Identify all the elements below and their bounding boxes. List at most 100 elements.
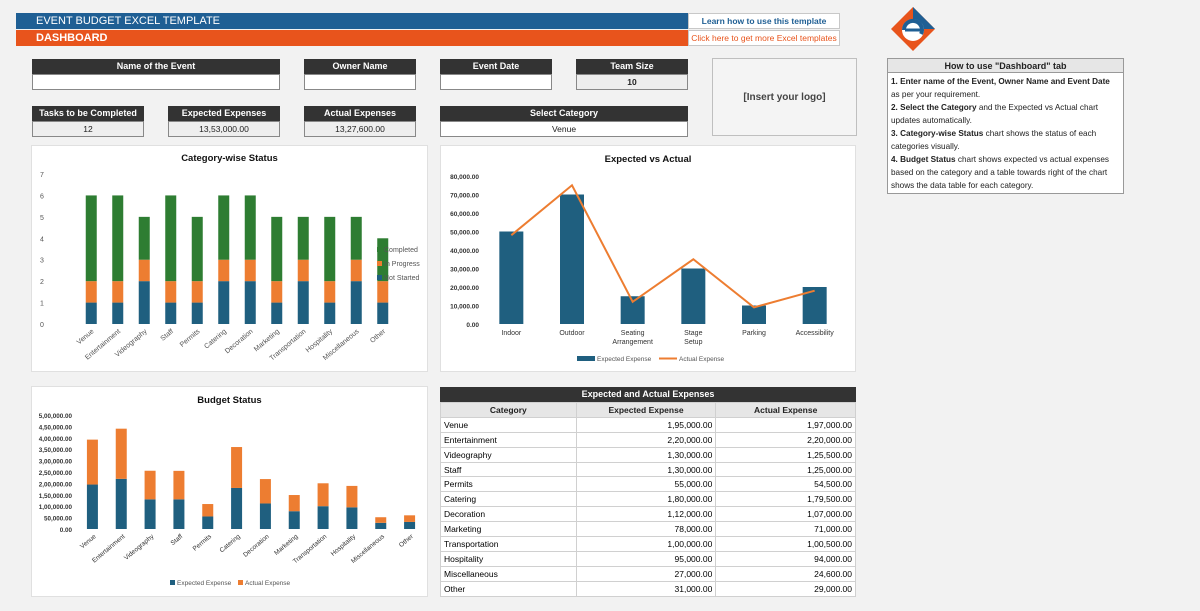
event-name-label: Name of the Event <box>32 59 280 74</box>
actual-cell: 54,500.00 <box>715 476 856 493</box>
budget-status-chart: Budget Status 0.00 50,000.00 1,00,000.00 1,… <box>31 386 428 597</box>
y-tick-label: 60,000.00 <box>450 211 479 218</box>
expected-bar-segment <box>86 484 98 529</box>
table-row: Marketing 78,000.00 71,000.00 <box>440 521 856 538</box>
y-tick-label: 50,000.00 <box>44 516 73 523</box>
table-row: Staff 1,30,000.00 1,25,000.00 <box>440 461 856 478</box>
howto-step-bold: 3. Category-wise Status <box>891 129 984 138</box>
tasks-field: Tasks to be Completed 12 <box>32 106 144 137</box>
status-bar-segment <box>244 259 256 282</box>
learn-template-link[interactable]: Learn how to use this template <box>688 13 840 29</box>
status-bar-segment <box>324 302 336 324</box>
category-cell: Other <box>440 580 577 597</box>
legend-label: Actual Expense <box>679 356 725 363</box>
status-bar-segment <box>350 216 362 260</box>
expected-bar-segment <box>404 521 416 529</box>
actual-bar-segment <box>231 447 243 488</box>
howto-step-bold: 4. Budget Status <box>891 155 956 164</box>
actual-cell: 1,25,000.00 <box>715 461 856 478</box>
expected-cell: 27,000.00 <box>575 565 717 582</box>
status-bar-segment <box>377 238 389 282</box>
team-size-label: Team Size <box>576 59 688 74</box>
category-cell: Hospitality <box>440 550 577 567</box>
category-cell: Transportation <box>440 536 577 552</box>
actual-cell: 2,20,000.00 <box>715 431 856 448</box>
more-templates-link[interactable]: Click here to get more Excel templates <box>688 30 840 46</box>
category-cell: Miscellaneous <box>440 565 577 582</box>
y-tick-label: 3 <box>40 258 44 265</box>
actual-bar-segment <box>346 485 358 508</box>
table-row: Venue 1,95,000.00 1,97,000.00 <box>440 416 856 433</box>
y-tick-label: 10,000.00 <box>450 304 479 311</box>
y-tick-label: 0.00 <box>60 527 73 534</box>
legend-swatch <box>377 275 382 280</box>
expected-bar-segment <box>346 507 358 529</box>
actual-bar-segment <box>86 439 98 485</box>
legend-label: Expected Expense <box>597 356 652 363</box>
status-bar-segment <box>218 281 230 324</box>
actual-bar-segment <box>144 470 156 500</box>
event-name-input[interactable] <box>32 74 280 90</box>
howto-title: How to use "Dashboard" tab <box>888 59 1123 73</box>
status-bar-segment <box>271 302 283 324</box>
howto-step-text: and the Expected vs Actual chart updates… <box>891 103 1099 125</box>
y-tick-label: 6 <box>40 193 44 200</box>
y-tick-label: 4,00,000.00 <box>39 436 73 443</box>
expected-bar-segment <box>259 503 271 529</box>
table-row: Permits 55,000.00 54,500.00 <box>440 476 856 493</box>
table-row: Transportation 1,00,000.00 1,00,500.00 <box>440 536 856 552</box>
expected-cell: 1,30,000.00 <box>575 446 717 463</box>
table-row: Other 31,000.00 29,000.00 <box>440 580 856 597</box>
status-bar-segment <box>165 281 177 303</box>
category-select[interactable]: Venue <box>440 121 688 137</box>
expected-cell: 78,000.00 <box>575 521 717 538</box>
expected-cell: 1,12,000.00 <box>575 506 717 523</box>
x-tick-label: Other <box>398 533 416 549</box>
table-row: Hospitality 95,000.00 94,000.00 <box>440 550 856 567</box>
actual-cell: 24,600.00 <box>715 565 856 582</box>
logo-placeholder[interactable]: [Insert your logo] <box>712 58 857 136</box>
event-name-field: Name of the Event <box>32 59 280 90</box>
col-category: Category <box>440 402 577 418</box>
expected-bar-segment <box>202 516 214 529</box>
x-tick-label: Stage <box>684 330 702 337</box>
actual-bar-segment <box>317 483 329 507</box>
y-tick-label: 2,00,000.00 <box>39 481 73 488</box>
status-bar-segment <box>271 216 283 282</box>
category-cell: Decoration <box>440 506 577 523</box>
status-bar-segment <box>324 281 336 303</box>
legend-label: In Progress <box>384 261 420 268</box>
legend-label: Expected Expense <box>177 580 232 587</box>
expected-bar-segment <box>317 506 329 529</box>
y-tick-label: 1 <box>40 301 44 308</box>
legend-label: Actual Expense <box>245 580 291 587</box>
y-tick-label: 4,50,000.00 <box>39 424 73 431</box>
status-bar-segment <box>350 259 362 282</box>
status-bar-segment <box>165 302 177 324</box>
howto-step: 2. Select the Category and the Expected … <box>891 101 1120 127</box>
expected-cell: 1,30,000.00 <box>575 461 717 478</box>
y-tick-label: 5,00,000.00 <box>39 413 73 420</box>
y-tick-label: 40,000.00 <box>450 248 479 255</box>
howto-step-bold: 2. Select the Category <box>891 103 977 112</box>
x-tick-label: Decoration <box>224 328 255 355</box>
howto-step-text: chart shows the status of each categorie… <box>891 129 1097 151</box>
x-tick-label: Indoor <box>501 330 522 337</box>
expected-bar-segment <box>115 478 127 529</box>
x-tick-label: Parking <box>742 330 766 337</box>
actual-bar-segment <box>115 428 127 479</box>
category-cell: Videography <box>440 446 577 463</box>
status-bar-segment <box>112 281 124 303</box>
owner-name-input[interactable] <box>304 74 416 90</box>
x-tick-label: Seating <box>621 330 645 337</box>
x-tick-label: Permits <box>179 328 202 349</box>
table-row: Catering 1,80,000.00 1,79,500.00 <box>440 491 856 508</box>
y-tick-label: 3,00,000.00 <box>39 459 73 466</box>
event-date-input[interactable] <box>440 74 552 90</box>
x-tick-label: Setup <box>684 339 702 346</box>
x-tick-label: Venue <box>79 533 98 550</box>
status-bar-segment <box>112 195 124 282</box>
y-tick-label: 2 <box>40 279 44 286</box>
actual-cell: 1,25,500.00 <box>715 446 856 463</box>
actual-expenses-value: 13,27,600.00 <box>304 121 416 137</box>
